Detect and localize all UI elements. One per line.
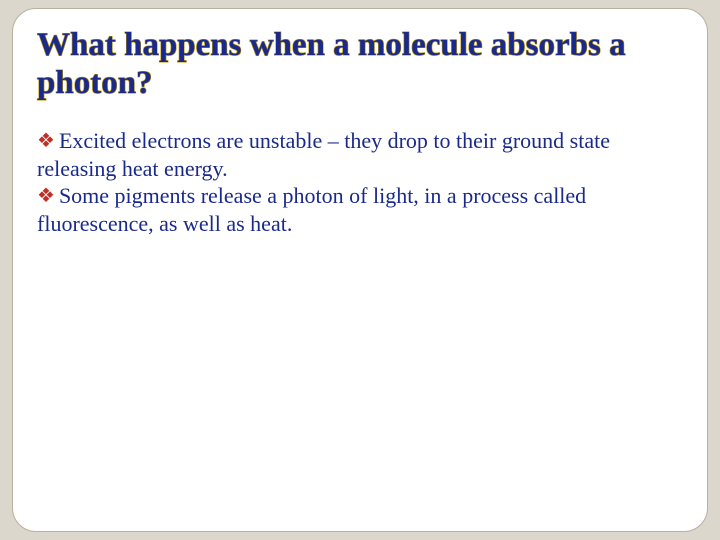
diamond-bullet-icon: ❖ [37, 185, 55, 207]
list-item: ❖Excited electrons are unstable – they d… [37, 127, 683, 183]
slide-card: What happens when a molecule absorbs a p… [12, 8, 708, 532]
list-item: ❖Some pigments release a photon of light… [37, 182, 683, 238]
bullet-text: Excited electrons are unstable – they dr… [37, 128, 610, 181]
slide-title: What happens when a molecule absorbs a p… [37, 27, 683, 103]
bullet-text: Some pigments release a photon of light,… [37, 183, 586, 236]
bullet-list: ❖Excited electrons are unstable – they d… [37, 127, 683, 238]
diamond-bullet-icon: ❖ [37, 130, 55, 152]
